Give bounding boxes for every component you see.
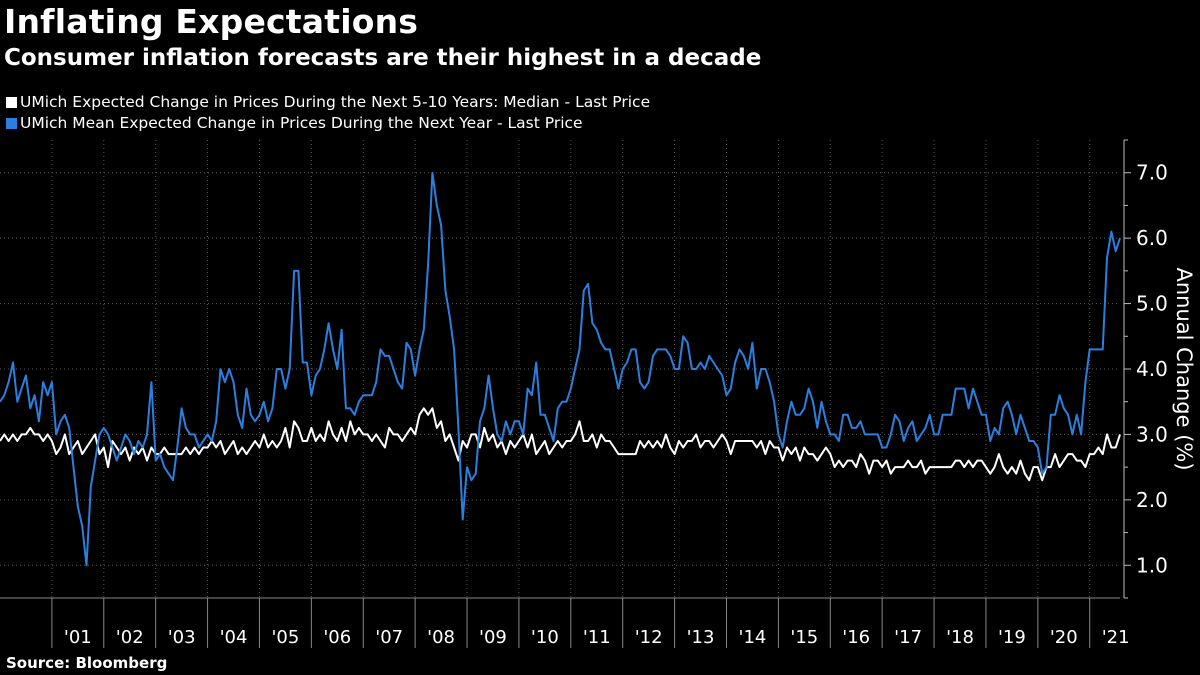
y-tick-label: 4.0 bbox=[1136, 357, 1168, 381]
legend-label-median: UMich Expected Change in Prices During t… bbox=[20, 93, 651, 111]
x-tick-label: '07 bbox=[375, 627, 403, 648]
x-tick-label: '20 bbox=[1050, 627, 1078, 648]
x-tick-label: '10 bbox=[531, 627, 559, 648]
y-axis-label: Annual Change (%) bbox=[1172, 267, 1196, 470]
x-tick-label: '03 bbox=[168, 627, 196, 648]
x-tick-label: '21 bbox=[1102, 627, 1130, 648]
y-tick-label: 5.0 bbox=[1136, 292, 1168, 316]
x-tick-label: '02 bbox=[116, 627, 144, 648]
y-tick-label: 3.0 bbox=[1136, 422, 1168, 446]
x-tick-label: '08 bbox=[427, 627, 455, 648]
x-tick-label: '19 bbox=[998, 627, 1026, 648]
legend-item-median: UMich Expected Change in Prices During t… bbox=[6, 92, 650, 113]
x-tick-label: '14 bbox=[739, 627, 767, 648]
y-tick-label: 1.0 bbox=[1136, 553, 1168, 577]
x-tick-label: '15 bbox=[790, 627, 818, 648]
chart-title: Inflating Expectations bbox=[4, 2, 419, 41]
y-tick-label: 7.0 bbox=[1136, 161, 1168, 185]
x-tick-label: '16 bbox=[842, 627, 870, 648]
x-tick-label: '06 bbox=[323, 627, 351, 648]
legend-swatch-median bbox=[6, 97, 17, 108]
y-tick-label: 2.0 bbox=[1136, 488, 1168, 512]
x-tick-label: '17 bbox=[894, 627, 922, 648]
legend-label-mean: UMich Mean Expected Change in Prices Dur… bbox=[20, 114, 583, 132]
x-tick-label: '09 bbox=[479, 627, 507, 648]
y-tick-label: 6.0 bbox=[1136, 226, 1168, 250]
source-note: Source: Bloomberg bbox=[6, 654, 168, 672]
x-tick-label: '12 bbox=[635, 627, 663, 648]
x-tick-label: '18 bbox=[946, 627, 974, 648]
series-line-median-5-10yr bbox=[0, 407, 1121, 482]
legend-swatch-mean bbox=[6, 118, 17, 129]
x-tick-label: '11 bbox=[583, 627, 611, 648]
chart-subtitle: Consumer inflation forecasts are their h… bbox=[4, 45, 762, 71]
series-line-mean-next-year bbox=[0, 171, 1121, 567]
x-tick-label: '01 bbox=[64, 627, 92, 648]
legend: UMich Expected Change in Prices During t… bbox=[6, 92, 650, 134]
x-tick-label: '05 bbox=[271, 627, 299, 648]
x-tick-label: '04 bbox=[220, 627, 248, 648]
x-tick-label: '13 bbox=[687, 627, 715, 648]
legend-item-mean: UMich Mean Expected Change in Prices Dur… bbox=[6, 113, 650, 134]
